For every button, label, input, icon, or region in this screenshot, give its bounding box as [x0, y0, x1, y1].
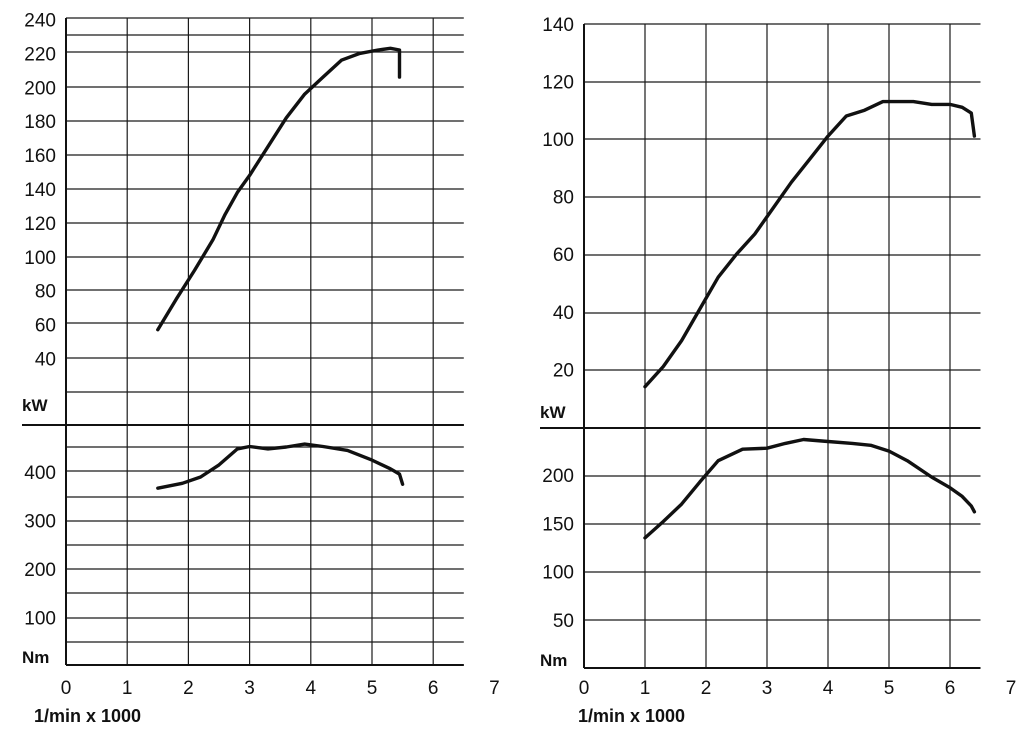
left-nm-tick-label: 200 [24, 560, 56, 581]
right-x-tick-label: 1 [640, 678, 651, 699]
left-kw-unit-label: kW [22, 396, 48, 415]
left-kw-tick-label: 160 [24, 146, 56, 167]
left-kw-tick-label: 140 [24, 180, 56, 201]
right-x-tick-label: 5 [884, 678, 895, 699]
left-kw-tick-label: 120 [24, 214, 56, 235]
left-nm-tick-label: 100 [24, 609, 56, 630]
left-x-tick-label: 0 [61, 678, 72, 699]
left-kw-tick-label: 80 [35, 282, 56, 303]
right-chart: 0 1 2 3 4 5 6 7 1/min x 1000 20 40 60 80 100 120 140 kW 5… [540, 15, 1016, 726]
left-x-tick-label: 5 [367, 678, 378, 699]
right-kw-tick-label: 120 [542, 72, 574, 93]
left-kw-tick-label: 200 [24, 78, 56, 99]
left-kw-tick-label: 220 [24, 44, 56, 65]
left-x-tick-label: 1 [122, 678, 133, 699]
left-chart: 0 1 2 3 4 5 6 7 1/min x 1000 40 60 80 100 120 140 160 18… [22, 11, 500, 726]
right-power-curve [643, 99, 977, 389]
left-nm-tick-label: 300 [24, 512, 56, 533]
left-torque-curve [156, 442, 405, 490]
right-x-tick-label: 3 [762, 678, 773, 699]
left-x-axis-label: 1/min x 1000 [34, 706, 141, 726]
left-nm-tick-label: 400 [24, 463, 56, 484]
left-x-tick-label: 3 [244, 678, 255, 699]
left-kw-tick-label: 240 [24, 11, 56, 32]
right-x-tick-label: 4 [823, 678, 834, 699]
left-kw-tick-label: 40 [35, 350, 56, 371]
right-kw-tick-label: 80 [553, 188, 574, 209]
right-x-tick-label: 2 [701, 678, 712, 699]
right-kw-tick-label: 40 [553, 303, 574, 324]
left-kw-tick-label: 100 [24, 248, 56, 269]
right-nm-tick-label: 100 [542, 563, 574, 584]
right-nm-tick-label: 200 [542, 466, 574, 487]
right-torque-curve [643, 437, 977, 540]
left-x-tick-label: 7 [489, 678, 500, 699]
right-x-tick-label: 0 [579, 678, 590, 699]
right-nm-unit-label: Nm [540, 651, 567, 670]
right-kw-tick-label: 20 [553, 360, 574, 381]
left-x-tick-label: 4 [306, 678, 317, 699]
left-kw-tick-label: 180 [24, 112, 56, 133]
right-kw-tick-label: 100 [542, 130, 574, 151]
left-x-tick-label: 6 [428, 678, 439, 699]
left-nm-unit-label: Nm [22, 648, 49, 667]
left-kw-tick-label: 60 [35, 316, 56, 337]
right-x-tick-label: 6 [945, 678, 956, 699]
left-x-tick-label: 2 [183, 678, 194, 699]
right-kw-tick-label: 140 [542, 15, 574, 36]
right-kw-unit-label: kW [540, 403, 566, 422]
right-kw-tick-label: 60 [553, 245, 574, 266]
right-x-tick-label: 7 [1006, 678, 1017, 699]
right-nm-tick-label: 150 [542, 514, 574, 535]
left-power-curve [156, 46, 402, 332]
right-x-axis-label: 1/min x 1000 [578, 706, 685, 726]
right-nm-tick-label: 50 [553, 611, 574, 632]
